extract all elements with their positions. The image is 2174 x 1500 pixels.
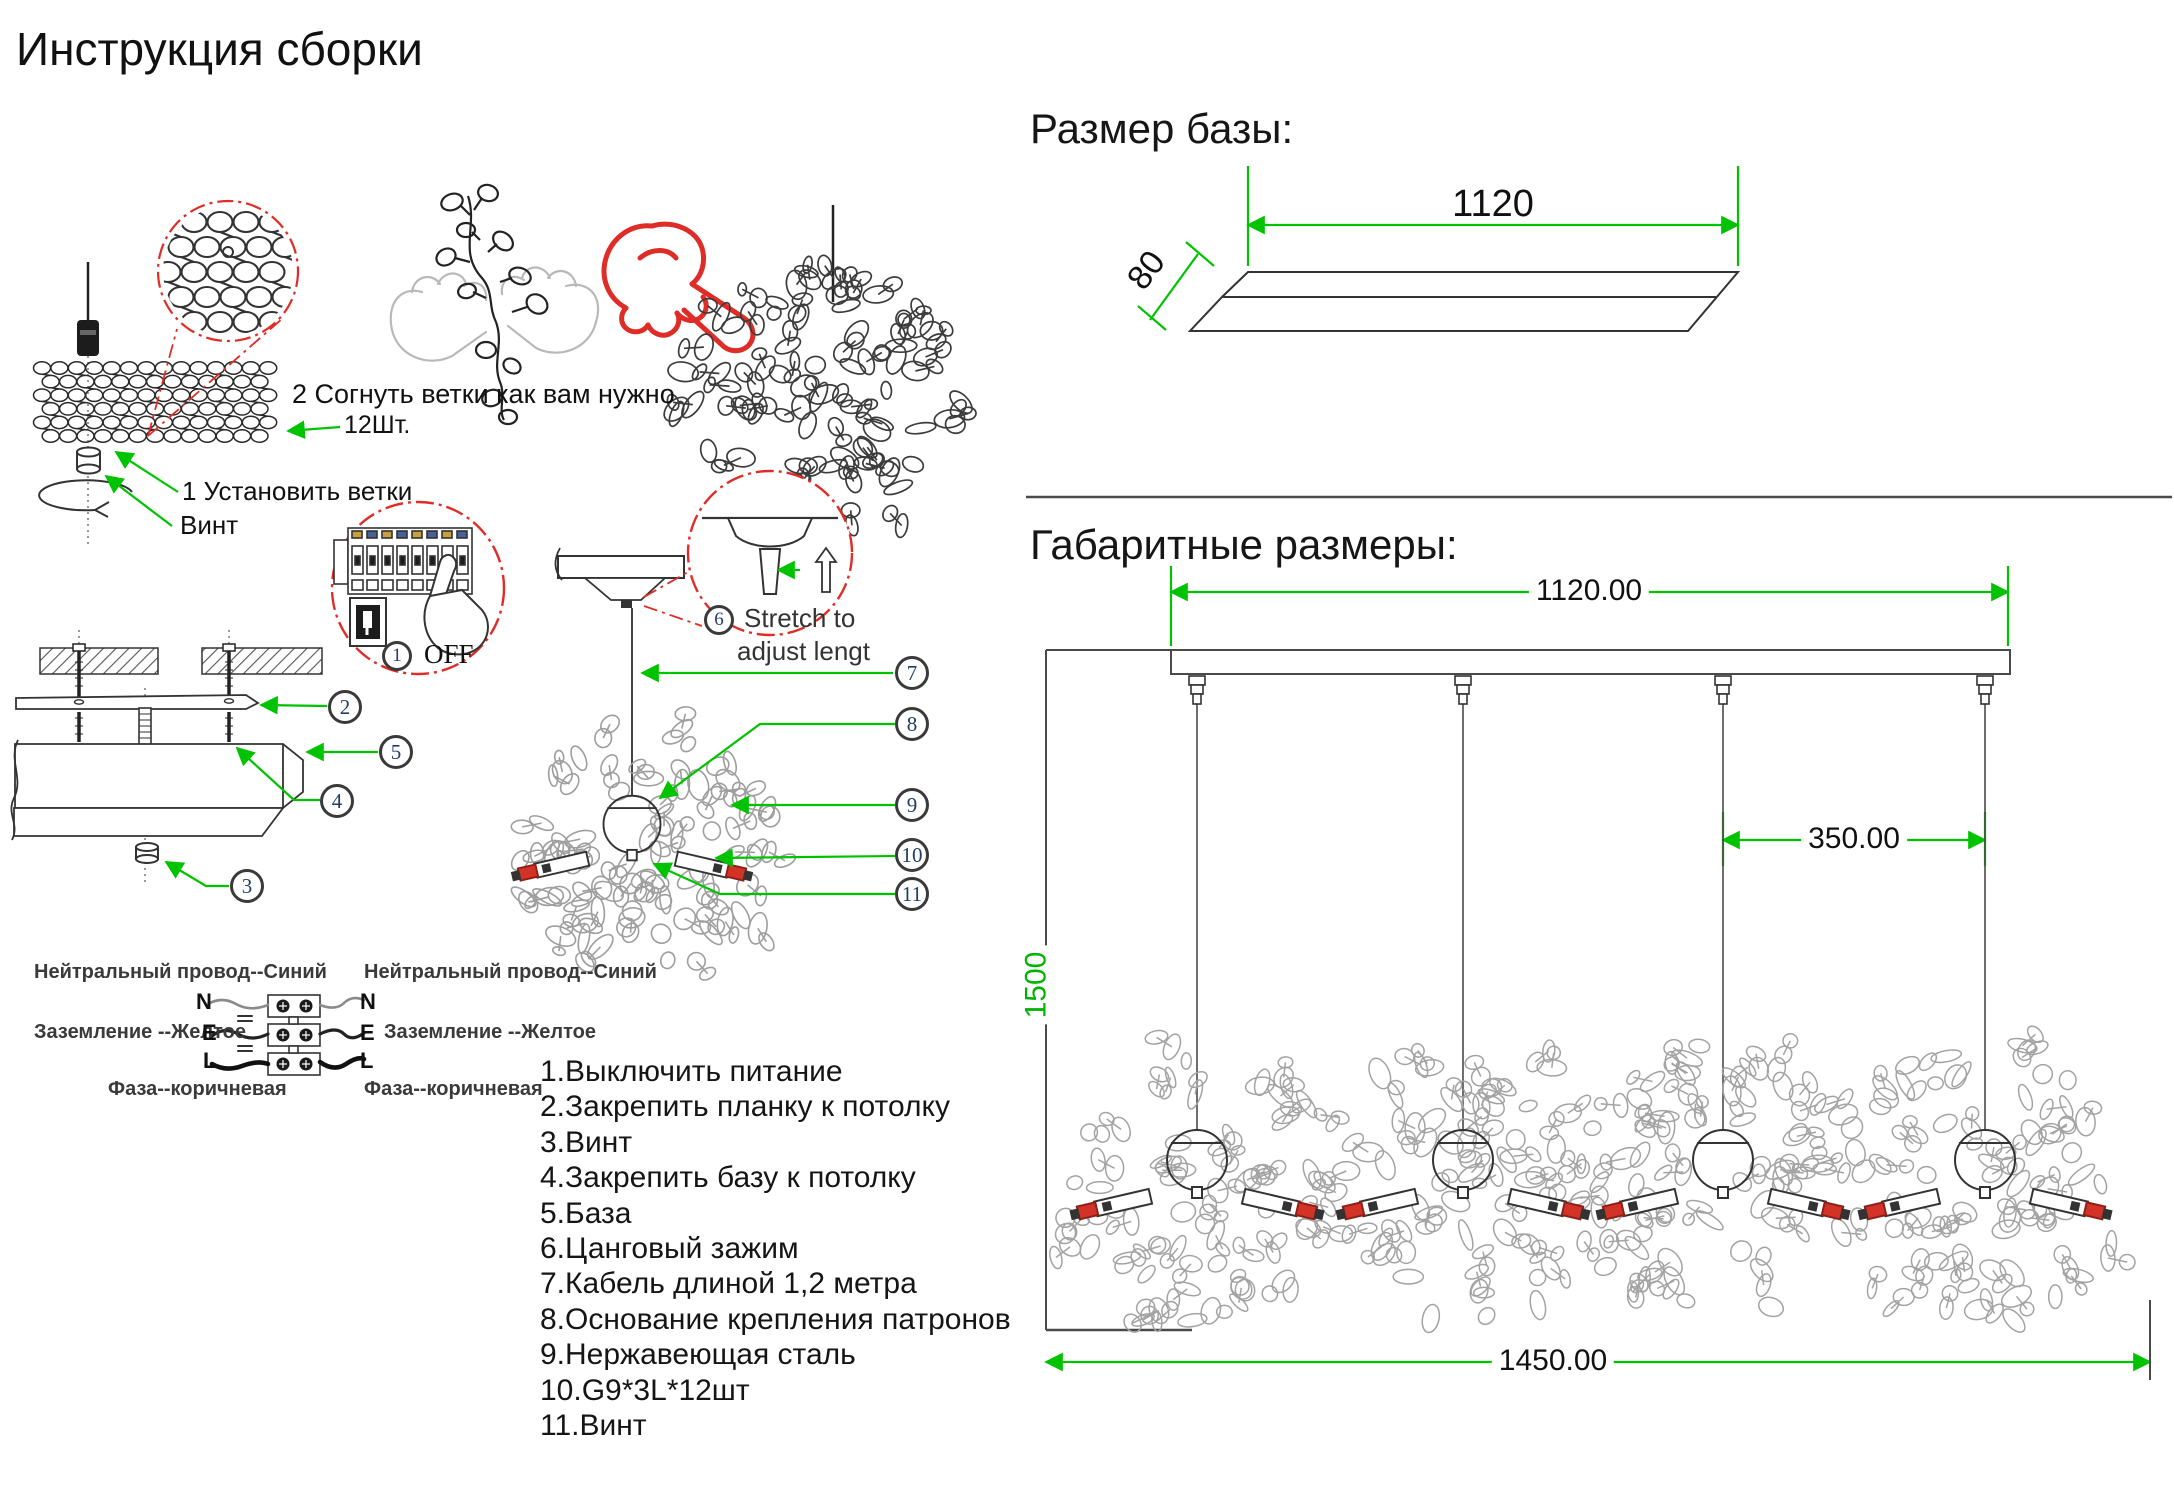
step1-label: 1 Установить ветки <box>182 476 413 506</box>
terminal-l-right: L <box>360 1048 374 1073</box>
canopy-drawing <box>554 547 703 796</box>
parts-list-item: 10.G9*3L*12шт <box>540 1373 750 1407</box>
overall-dimension-drawing <box>1044 566 2152 1380</box>
hands-bending-branch <box>389 183 600 426</box>
wiring-ground-label-right: Заземление --Желтое <box>384 1021 596 1043</box>
off-label: OFF <box>424 639 474 669</box>
wiring-phase-label-right: Фаза--коричневая <box>364 1078 543 1100</box>
wiring-neutral-label-right: Нейтральный провод--Синий <box>364 961 657 983</box>
pointing-hand-icon <box>601 221 756 354</box>
terminal-n-right: N <box>360 989 376 1014</box>
callout-2-circle: 2 <box>328 690 362 724</box>
base-size-heading: Размер базы: <box>1030 105 1294 152</box>
parts-list-item: 1.Выключить питание <box>540 1055 843 1088</box>
terminal-e-right: E <box>360 1020 375 1045</box>
spacing-dim: 350.00 <box>1801 822 1907 855</box>
mount-leader-arrows <box>164 695 378 888</box>
wires <box>206 996 367 1071</box>
breaker-off-detail <box>330 500 506 676</box>
base-box <box>10 739 304 841</box>
screw-label: Винт <box>180 510 239 540</box>
parts-list-item: 11.Винт <box>540 1409 647 1443</box>
callout-4-circle: 4 <box>320 784 354 818</box>
bracket-screws <box>75 712 233 742</box>
callout-1-circle: 1 <box>382 641 412 671</box>
page-title: Инструкция сборки <box>16 23 423 75</box>
wiring-diagram <box>206 994 367 1076</box>
parts-list-item: 6.Цанговый зажим <box>540 1232 799 1266</box>
sample-pendant-cluster <box>510 706 797 981</box>
pressing-finger <box>423 553 489 656</box>
wiring-ground-label-left: Заземление --Желтое <box>34 1021 246 1043</box>
terminal-l-left: L <box>203 1048 217 1073</box>
callout-6-circle: 6 <box>704 605 734 635</box>
pendant-leader-arrows <box>640 663 896 896</box>
cable-grippers <box>1188 675 1994 705</box>
total-width-dim: 1450.00 <box>1491 1344 1615 1377</box>
qty-label: 12Шт. <box>344 411 411 439</box>
callout-7-circle: 7 <box>895 656 929 690</box>
terminal-n-left: N <box>196 989 212 1014</box>
callout-5-circle: 5 <box>379 735 413 769</box>
parts-list-item: 2.Закрепить планку к потолку <box>540 1090 950 1124</box>
parts-list-item: 4.Закрепить базу к потолку <box>540 1161 916 1195</box>
stretch-detail-bubble <box>686 469 854 637</box>
mesh-detail-bubble <box>147 199 300 437</box>
callout-8-circle: 8 <box>895 707 929 741</box>
parts-list-item: 7.Кабель длиной 1,2 метра <box>540 1267 917 1301</box>
overall-size-heading: Габаритные размеры: <box>1030 521 1458 568</box>
callout-11-circle: 11 <box>895 877 929 911</box>
drop-height-dim: 1500 <box>1019 945 1053 1025</box>
parts-list-item: 3.Винт <box>540 1125 633 1159</box>
step2-label: 2 Согнуть ветки как вам нужно <box>292 379 675 409</box>
overall-width-dim: 1120.00 <box>1528 574 1650 607</box>
base-size-drawing <box>1137 166 1741 332</box>
branch <box>435 183 549 426</box>
parts-list: 1.Выключить питание 2.Закрепить планку к… <box>540 1054 1011 1443</box>
ceiling-screws <box>72 643 236 698</box>
mounting-bracket <box>15 694 260 710</box>
left-leader-arrows <box>104 420 341 527</box>
callout-3-circle: 3 <box>230 869 264 903</box>
base-length-dim: 1120 <box>1452 183 1534 225</box>
stretch-label-line2: adjust lengt <box>737 636 870 666</box>
wiring-neutral-label-left: Нейтральный провод--Синий <box>34 961 327 983</box>
stretch-label-line1: Stretch to <box>744 603 856 633</box>
ceiling-mount-exploded <box>10 630 378 888</box>
parts-list-item: 9.Нержавеющая сталь <box>540 1338 856 1372</box>
wall-switch-icon <box>349 597 387 647</box>
wiring-phase-label-left: Фаза--коричневая <box>108 1078 287 1100</box>
parts-list-item: 8.Основание крепления патронов <box>540 1302 1011 1336</box>
callout-10-circle: 10 <box>895 838 929 872</box>
parts-list-item: 5.База <box>540 1196 632 1230</box>
terminal-e-left: E <box>202 1020 217 1045</box>
callout-9-circle: 9 <box>895 788 929 822</box>
nut-cylinder <box>135 842 159 864</box>
